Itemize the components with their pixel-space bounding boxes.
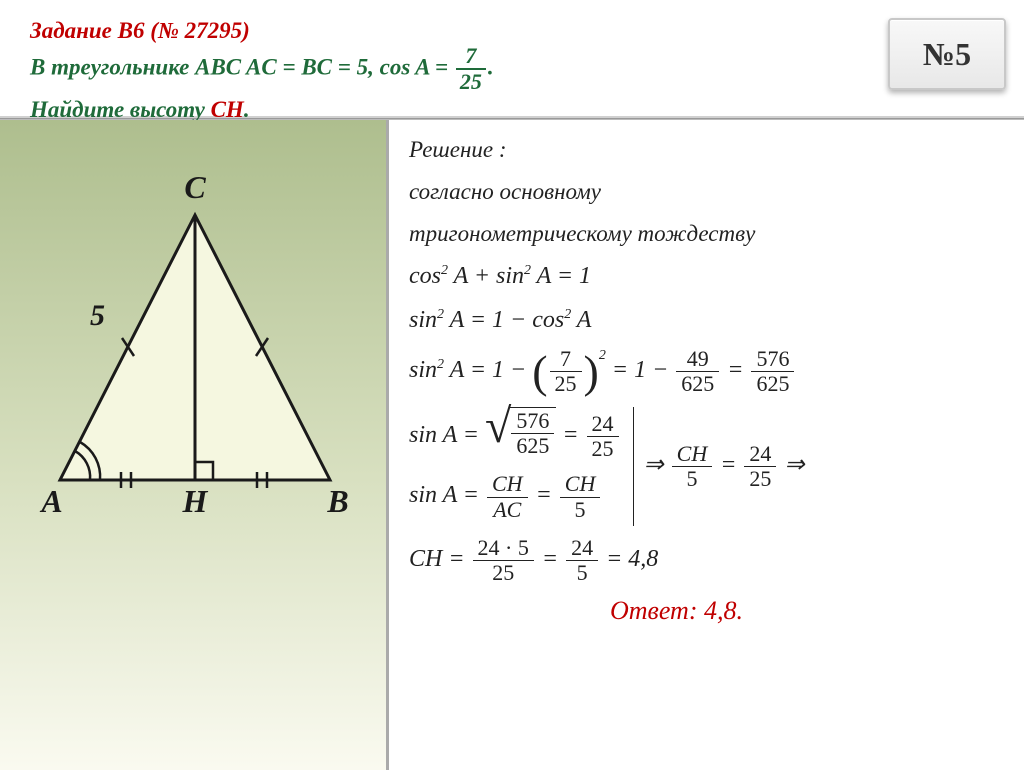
implication-left: sin A = √576625 = 2425 sin A = CHAC = CH… [409, 407, 634, 526]
vertex-h-label: H [182, 483, 209, 519]
solution-text1: согласно основному [409, 176, 1004, 207]
arrow-icon-2: ⇒ [784, 452, 804, 478]
content-area: C A H B 5 Решение : согласно основному т… [0, 120, 1024, 770]
equation-5: sin A = CHAC = CH5 [409, 472, 621, 521]
vertex-a-label: A [39, 483, 62, 519]
period2: . [244, 97, 250, 122]
task-number: Задание B6 (№ 27295) [30, 18, 994, 44]
triangle-diagram: C A H B 5 [0, 120, 388, 620]
implication-block: sin A = √576625 = 2425 sin A = CHAC = CH… [409, 407, 1004, 526]
solution-panel: Решение : согласно основному тригонометр… [388, 120, 1024, 770]
period: . [488, 54, 494, 79]
vertex-b-label: B [326, 483, 348, 519]
problem-header: Задание B6 (№ 27295) В треугольнике ABC … [0, 0, 1024, 118]
sqrt-icon: √576625 [485, 407, 556, 458]
equation-6: CH = 24 · 525 = 245 = 4,8 [409, 536, 1004, 585]
fraction-7-25: 7 25 [456, 44, 486, 94]
slide-number-badge: №5 [888, 18, 1006, 90]
solution-text2: тригонометрическому тождеству [409, 218, 1004, 249]
implication-right: ⇒ CH5 = 2425 ⇒ [634, 442, 805, 491]
side-length-label: 5 [90, 299, 105, 332]
problem-part1: В треугольнике ABC AC = BC = 5, cos A = [30, 54, 454, 79]
equation-3: sin2 A = 1 − (725)2 = 1 − 49625 = 576625 [409, 347, 1004, 396]
answer-line: Ответ: 4,8. [349, 596, 1004, 626]
diagram-panel: C A H B 5 [0, 120, 388, 770]
problem-statement: В треугольнике ABC AC = BC = 5, cos A = … [30, 44, 994, 125]
highlight-ch: CH [211, 97, 244, 122]
vertex-c-label: C [184, 169, 206, 205]
solution-title: Решение : [409, 134, 1004, 165]
equation-1: cos2 A + sin2 A = 1 [409, 260, 1004, 292]
equation-2: sin2 A = 1 − cos2 A [409, 304, 1004, 336]
arrow-icon: ⇒ [644, 452, 670, 478]
problem-part2a: Найдите высоту [30, 97, 211, 122]
equation-4: sin A = √576625 = 2425 [409, 407, 621, 461]
